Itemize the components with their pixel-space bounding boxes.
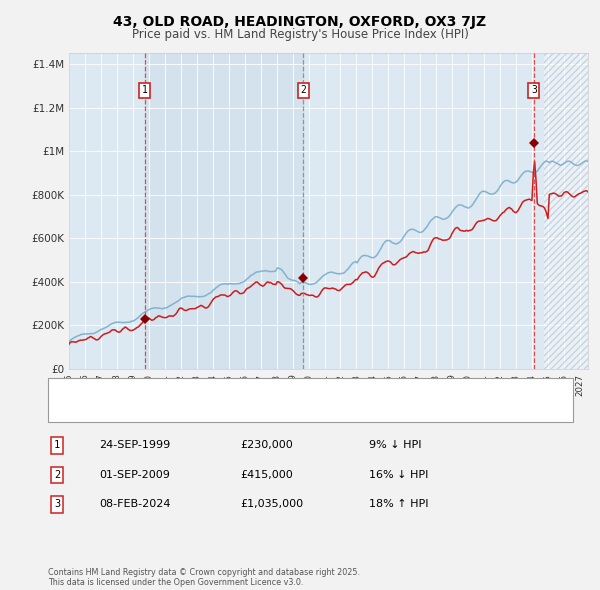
Text: £1,035,000: £1,035,000 (240, 500, 303, 509)
Text: 18% ↑ HPI: 18% ↑ HPI (369, 500, 428, 509)
Text: Price paid vs. HM Land Registry's House Price Index (HPI): Price paid vs. HM Land Registry's House … (131, 28, 469, 41)
Text: 3: 3 (54, 500, 60, 509)
Text: 3: 3 (531, 85, 537, 95)
Bar (145, 53, 303, 369)
Text: Contains HM Land Registry data © Crown copyright and database right 2025.
This d: Contains HM Land Registry data © Crown c… (48, 568, 360, 587)
Text: 43, OLD ROAD, HEADINGTON, OXFORD, OX3 7JZ (detached house): 43, OLD ROAD, HEADINGTON, OXFORD, OX3 7J… (101, 385, 425, 395)
Text: £230,000: £230,000 (240, 441, 293, 450)
Text: 43, OLD ROAD, HEADINGTON, OXFORD, OX3 7JZ: 43, OLD ROAD, HEADINGTON, OXFORD, OX3 7J… (113, 15, 487, 29)
Text: 24-SEP-1999: 24-SEP-1999 (99, 441, 170, 450)
Text: 2: 2 (301, 85, 306, 95)
Text: 01-SEP-2009: 01-SEP-2009 (99, 470, 170, 480)
Text: £415,000: £415,000 (240, 470, 293, 480)
Text: 08-FEB-2024: 08-FEB-2024 (99, 500, 170, 509)
FancyBboxPatch shape (48, 378, 573, 422)
Text: 1: 1 (54, 441, 60, 450)
Text: HPI: Average price, detached house, Oxford: HPI: Average price, detached house, Oxfo… (101, 406, 314, 416)
Text: 16% ↓ HPI: 16% ↓ HPI (369, 470, 428, 480)
Text: 2: 2 (54, 470, 60, 480)
Text: 1: 1 (142, 85, 148, 95)
Text: 9% ↓ HPI: 9% ↓ HPI (369, 441, 421, 450)
